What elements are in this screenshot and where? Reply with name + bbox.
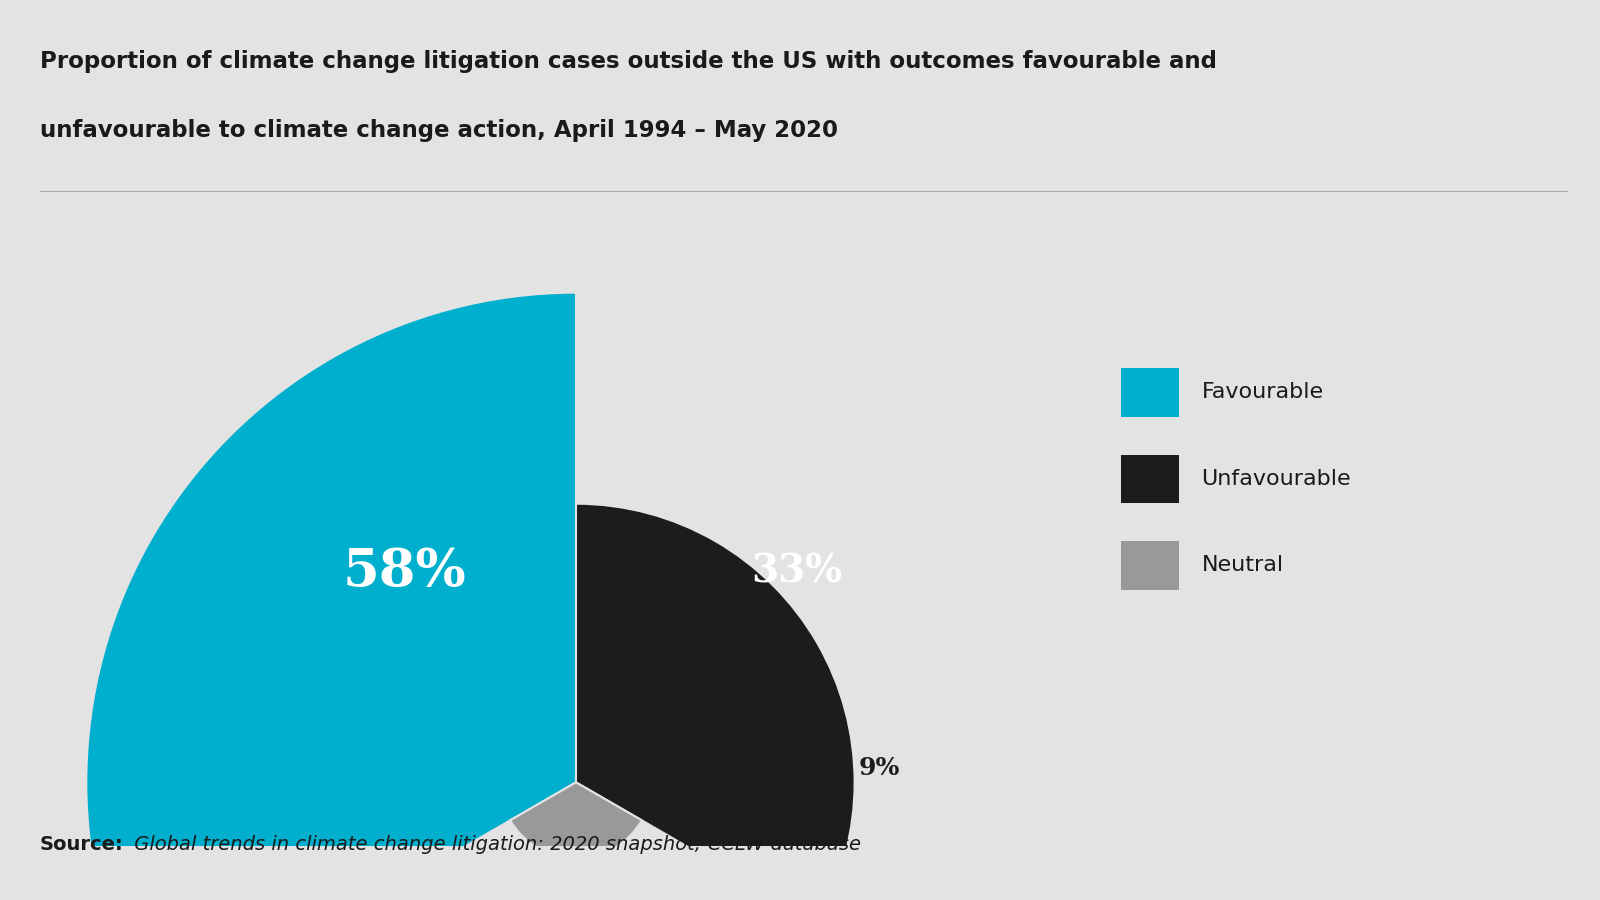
Text: unfavourable to climate change action, April 1994 – May 2020: unfavourable to climate change action, A… (40, 119, 838, 142)
FancyBboxPatch shape (1122, 368, 1179, 417)
Text: Global trends in climate change litigation: 2020 snapshot; CCLW database: Global trends in climate change litigati… (128, 834, 861, 854)
Text: Unfavourable: Unfavourable (1202, 469, 1352, 489)
FancyBboxPatch shape (1122, 454, 1179, 503)
Text: 58%: 58% (342, 546, 467, 598)
Text: Source:: Source: (40, 834, 123, 854)
Text: Proportion of climate change litigation cases outside the US with outcomes favou: Proportion of climate change litigation … (40, 50, 1218, 73)
Wedge shape (510, 782, 642, 859)
Wedge shape (86, 292, 576, 900)
Text: 33%: 33% (750, 553, 842, 590)
Wedge shape (576, 504, 854, 900)
FancyBboxPatch shape (1122, 541, 1179, 590)
Text: Favourable: Favourable (1202, 382, 1323, 402)
Text: 9%: 9% (859, 756, 901, 779)
Text: Neutral: Neutral (1202, 555, 1283, 575)
